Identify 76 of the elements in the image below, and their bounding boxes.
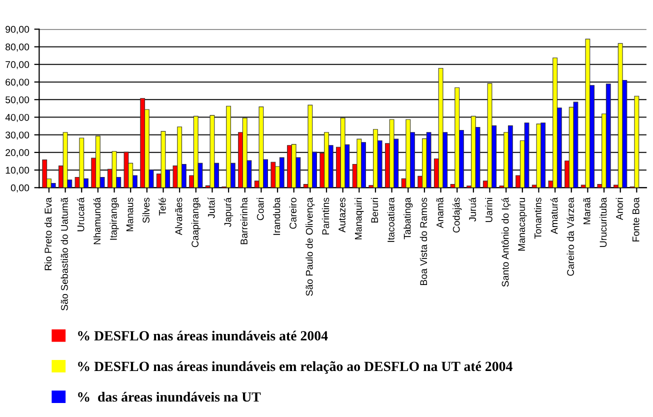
x-tick-label: Anamã [436,197,444,228]
x-tick-label: Barreirinha [240,197,248,244]
x-tick-label: Uarini [485,198,492,222]
x-tick-label: Tabatinga [404,197,413,240]
y-tick-label: 10,00 [6,166,30,175]
x-tick-label: Manaus [126,198,134,232]
y-tick-label: 30,00 [6,132,30,140]
y-tick-label: 90,00 [6,26,30,34]
x-tick-label: São Paulo de Olivença [306,197,315,296]
bar [406,119,411,188]
bar [210,115,215,188]
y-tick-label: 60,00 [6,78,30,87]
x-tick-label: Iranduba [272,197,280,235]
bar [124,152,129,188]
x-tick-label: Careiro da Várzea [566,197,574,276]
bar [487,83,492,188]
bar [112,151,117,188]
bar [308,104,313,188]
x-tick-label: Codajás [452,198,462,233]
bar [426,132,432,188]
bar [50,182,56,188]
x-tick-label: Alvarães [175,198,182,236]
legend-label: % DESFLO nas áreas inundáveis até 2004 [78,330,328,341]
bar [62,132,68,188]
y-tick-label: 20,00 [6,149,30,158]
x-tick-label: Coari [256,198,264,220]
x-tick-label: Urucará [76,197,84,232]
x-tick-label: Maraã [583,197,590,224]
bar [270,162,276,188]
bar [606,84,611,188]
x-tick-label: Manacapuru [518,198,527,251]
legend-label: % DESFLO nas áreas inundáveis em relação ao DESFLO na UT até 2004 [78,361,512,374]
x-tick-label: Tonantins [534,198,542,239]
x-tick-label: Silves [142,198,150,223]
y-tick-label: 80,00 [6,44,30,52]
x-tick-label: Itapiranga [110,197,119,240]
x-tick-label: Urucurituba [599,197,607,247]
x-tick-label: Japurá [224,197,234,227]
bar [524,122,530,188]
x-tick-label: Manaquiri [354,198,364,240]
bar [585,38,590,188]
x-tick-label: Autazes [338,198,346,232]
x-tick-label: São Sebastião do Uatumã [60,197,68,310]
x-tick-label: Amaturá [550,197,558,234]
bar [79,138,84,188]
x-tick-label: Juruá [468,197,476,222]
y-tick-label: 50,00 [6,96,30,104]
x-tick-label: Jutaí [208,197,215,218]
y-tick-label: 40,00 [5,114,30,122]
x-tick-label: Rio Preto da Eva [44,197,52,270]
bar [279,157,284,188]
x-tick-label: Itacoatiara [387,197,394,242]
bar [508,125,513,188]
x-tick-label: Fonte Boa [632,197,640,242]
y-tick-label: 70,00 [6,61,30,70]
x-tick-label: Caapiranga [191,197,200,248]
bar [140,98,146,188]
bar [634,96,640,188]
bar [573,102,578,188]
y-tick-label: 0,00 [10,184,30,192]
x-tick-label: Santo Antônio do Içá [501,197,511,287]
bar [258,106,264,188]
legend-label: % das áreas inundáveis na UT [78,392,261,402]
bar [160,131,166,188]
bar [536,124,542,188]
x-tick-label: Anori [616,198,623,220]
x-tick-label: Careiro [289,198,296,229]
x-tick-label: Parintins [322,198,330,234]
x-tick-label: Nhamundá [93,197,101,244]
x-tick-label: Tefé [158,198,166,216]
bar [356,138,362,188]
bar [42,160,48,188]
x-tick-label: Boa Vista do Ramos [420,198,428,286]
bar [438,68,444,188]
x-tick-label: Beruri [370,198,378,223]
bar [242,118,248,188]
